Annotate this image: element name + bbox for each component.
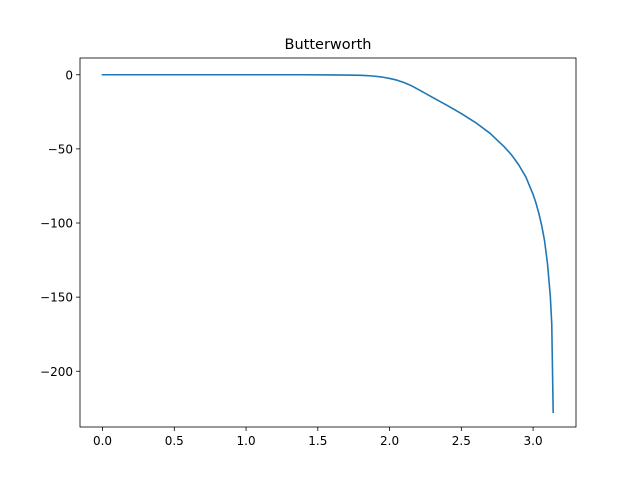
x-tick-label: 1.5: [308, 434, 327, 448]
x-tick-label: 0.5: [165, 434, 184, 448]
x-tick-label: 1.0: [237, 434, 256, 448]
x-tick-label: 2.0: [380, 434, 399, 448]
x-tick-label: 2.5: [452, 434, 471, 448]
x-tick-label: 3.0: [524, 434, 543, 448]
x-tick-label: 0.0: [93, 434, 112, 448]
y-tick-label: −50: [48, 142, 73, 156]
plot-frame: [79, 57, 577, 428]
y-tick-label: −100: [40, 217, 73, 231]
y-axis-ticks: 0 −50 −100 −150 −200: [40, 68, 80, 379]
y-tick-label: −150: [40, 291, 73, 305]
y-tick-label: −200: [40, 365, 73, 379]
chart-title: Butterworth: [285, 37, 372, 53]
series-line: [101, 73, 554, 413]
plot-background: [80, 58, 576, 427]
x-axis-ticks: 0.0 0.5 1.0 1.5 2.0 2.5 3.0: [93, 427, 543, 448]
y-tick-label: 0: [65, 68, 73, 82]
